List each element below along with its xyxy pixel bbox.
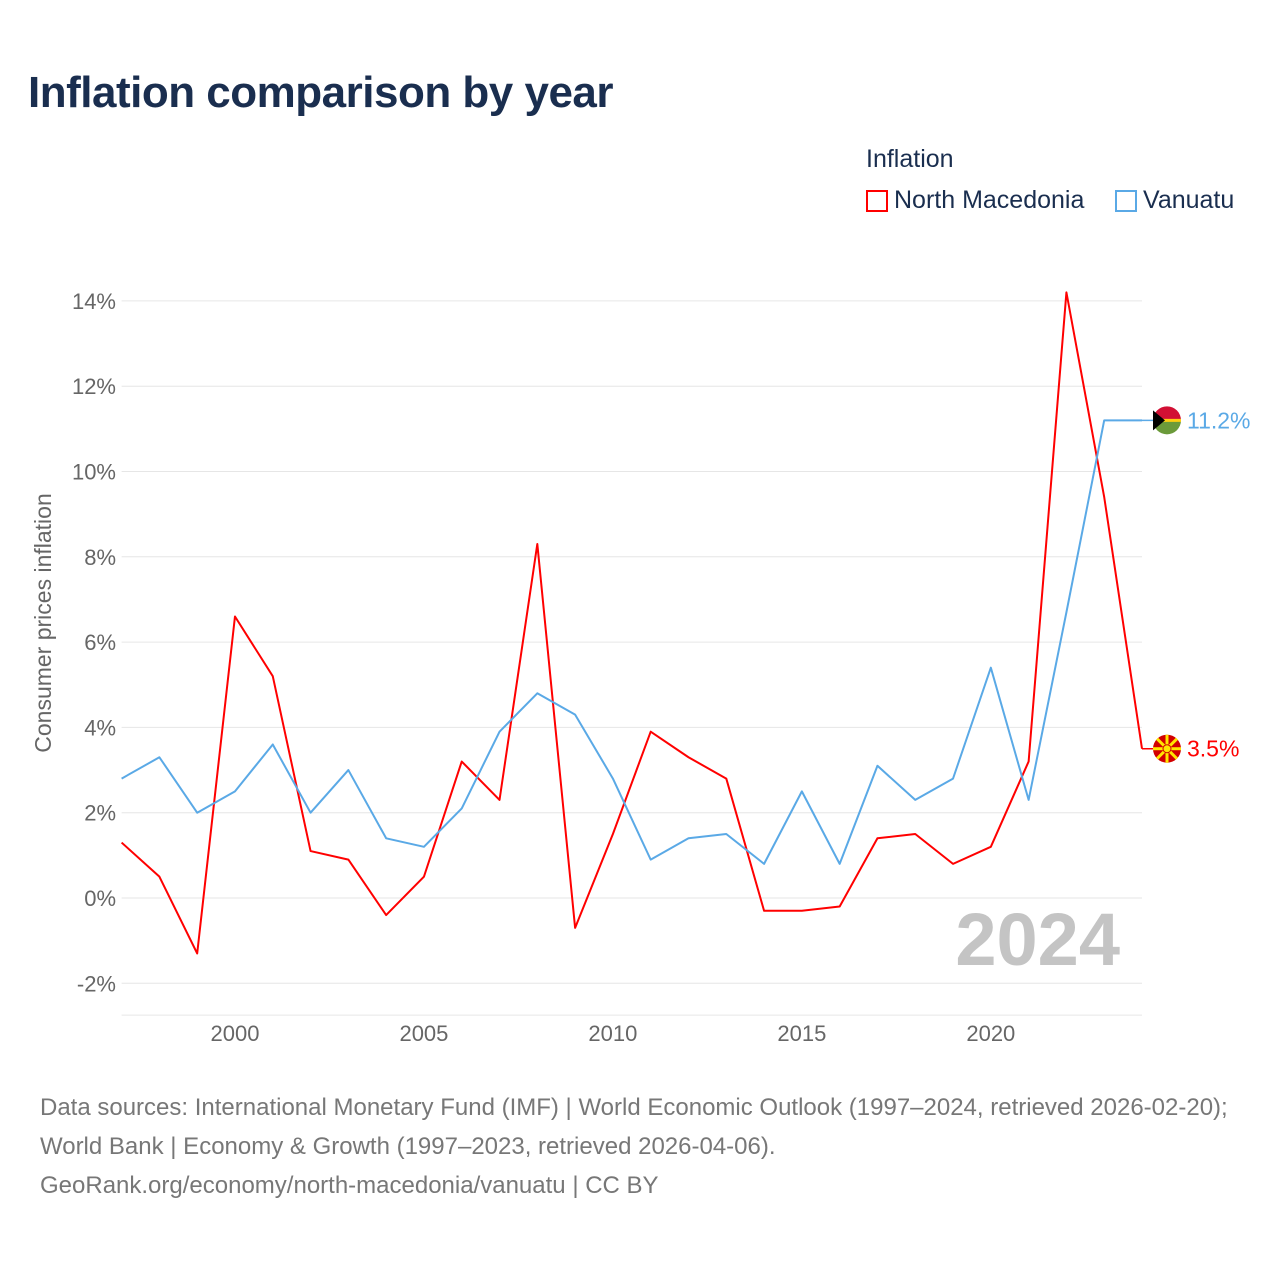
y-tick-label: 14%	[72, 289, 116, 314]
chart-title: Inflation comparison by year	[28, 68, 614, 117]
y-tick-label: 0%	[84, 886, 116, 911]
series-line-vanuatu	[121, 419, 1142, 865]
x-tick-label: 2005	[399, 1021, 448, 1046]
y-tick-label: 12%	[72, 374, 116, 399]
sources-text: Data sources: International Monetary Fun…	[40, 1094, 1228, 1160]
credit-link[interactable]: GeoRank.org/economy/north-macedonia/vanu…	[40, 1172, 659, 1199]
x-tick-label: 2000	[211, 1021, 260, 1046]
legend-label: North Macedonia	[894, 186, 1085, 214]
flag-triangle	[1153, 410, 1165, 431]
y-tick-label: 2%	[84, 801, 116, 826]
legend-swatch-north-macedonia	[866, 189, 888, 212]
year-watermark: 2024	[955, 898, 1120, 981]
y-axis-label: Consumer prices inflation	[30, 493, 56, 753]
flag-sun	[1162, 744, 1172, 754]
series-line-north-macedonia	[120, 291, 1143, 955]
y-tick-label: 6%	[84, 630, 116, 655]
end-value-label: 11.2%	[1187, 407, 1251, 433]
x-tick-label: 2015	[777, 1021, 826, 1046]
sources-note: Data sources: International Monetary Fun…	[40, 1088, 1250, 1205]
x-tick-label: 2020	[966, 1021, 1015, 1046]
legend-item-north-macedonia[interactable]: North Macedonia	[866, 186, 1084, 215]
legend-title: Inflation	[866, 145, 954, 173]
legend-swatch-vanuatu	[1115, 189, 1137, 212]
y-tick-label: 10%	[72, 460, 116, 485]
y-tick-label: 4%	[84, 715, 116, 740]
legend-item-vanuatu[interactable]: Vanuatu	[1115, 186, 1234, 215]
x-tick-label: 2010	[588, 1021, 637, 1046]
y-tick-label: -2%	[77, 971, 116, 996]
legend-label: Vanuatu	[1143, 186, 1235, 214]
end-value-label: 3.5%	[1187, 736, 1239, 762]
y-tick-label: 8%	[84, 545, 116, 570]
